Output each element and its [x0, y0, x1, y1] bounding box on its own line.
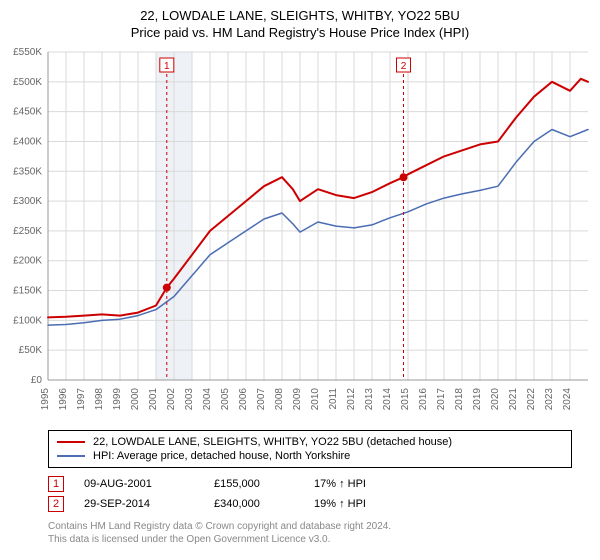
- svg-text:1: 1: [164, 61, 170, 72]
- svg-text:1996: 1996: [58, 388, 69, 411]
- svg-text:2012: 2012: [346, 388, 357, 411]
- svg-text:2006: 2006: [238, 388, 249, 411]
- address-title: 22, LOWDALE LANE, SLEIGHTS, WHITBY, YO22…: [10, 8, 590, 23]
- svg-text:2003: 2003: [184, 388, 195, 411]
- svg-text:£450K: £450K: [13, 107, 42, 118]
- svg-text:£0: £0: [31, 375, 43, 386]
- svg-text:2016: 2016: [418, 388, 429, 411]
- svg-text:2020: 2020: [490, 388, 501, 411]
- svg-text:2013: 2013: [364, 388, 375, 411]
- sales-table: 1 09-AUG-2001 £155,000 17% ↑ HPI 2 29-SE…: [48, 474, 572, 514]
- sale-pct-1: 17% ↑ HPI: [314, 478, 394, 490]
- svg-text:2017: 2017: [436, 388, 447, 411]
- footer-attribution: Contains HM Land Registry data © Crown c…: [48, 520, 572, 546]
- sale-pct-2: 19% ↑ HPI: [314, 498, 394, 510]
- sale-row-1: 1 09-AUG-2001 £155,000 17% ↑ HPI: [48, 474, 572, 494]
- svg-text:1995: 1995: [40, 388, 51, 411]
- svg-text:£100K: £100K: [13, 315, 42, 326]
- svg-text:£500K: £500K: [13, 77, 42, 88]
- sale-price-2: £340,000: [214, 498, 294, 510]
- svg-text:2009: 2009: [292, 388, 303, 411]
- svg-text:£550K: £550K: [13, 47, 42, 58]
- svg-text:2005: 2005: [220, 388, 231, 411]
- svg-text:2011: 2011: [328, 388, 339, 410]
- legend-item-hpi: HPI: Average price, detached house, Nort…: [57, 449, 563, 463]
- svg-text:£400K: £400K: [13, 136, 42, 147]
- svg-text:2004: 2004: [202, 388, 213, 411]
- footer-line2: This data is licensed under the Open Gov…: [48, 533, 572, 546]
- svg-text:2001: 2001: [148, 388, 159, 411]
- svg-text:2022: 2022: [526, 388, 537, 411]
- legend-label-property: 22, LOWDALE LANE, SLEIGHTS, WHITBY, YO22…: [93, 436, 452, 448]
- svg-text:2014: 2014: [382, 388, 393, 411]
- svg-text:2010: 2010: [310, 388, 321, 411]
- svg-text:2007: 2007: [256, 388, 267, 411]
- svg-text:2021: 2021: [508, 388, 519, 411]
- svg-text:£250K: £250K: [13, 226, 42, 237]
- svg-text:£200K: £200K: [13, 256, 42, 267]
- svg-text:2018: 2018: [454, 388, 465, 411]
- sale-marker-badge-2: 2: [48, 496, 64, 512]
- subtitle: Price paid vs. HM Land Registry's House …: [10, 25, 590, 40]
- sale-marker-badge-1: 1: [48, 476, 64, 492]
- svg-text:2000: 2000: [130, 388, 141, 411]
- legend-item-property: 22, LOWDALE LANE, SLEIGHTS, WHITBY, YO22…: [57, 435, 563, 449]
- svg-text:1999: 1999: [112, 388, 123, 411]
- chart-svg: £0 £50K £100K £150K £200K £250K £300K £350K £400…: [0, 44, 600, 424]
- svg-text:£350K: £350K: [13, 166, 42, 177]
- svg-text:£150K: £150K: [13, 286, 42, 297]
- svg-text:2: 2: [401, 61, 407, 72]
- legend: 22, LOWDALE LANE, SLEIGHTS, WHITBY, YO22…: [48, 430, 572, 468]
- svg-text:1997: 1997: [76, 388, 87, 411]
- svg-text:1998: 1998: [94, 388, 105, 411]
- chart-area: £0 £50K £100K £150K £200K £250K £300K £350K £400…: [0, 44, 600, 424]
- legend-label-hpi: HPI: Average price, detached house, Nort…: [93, 450, 350, 462]
- svg-text:2002: 2002: [166, 388, 177, 411]
- svg-text:£50K: £50K: [19, 345, 43, 356]
- svg-text:£300K: £300K: [13, 196, 42, 207]
- sale-date-2: 29-SEP-2014: [84, 498, 194, 510]
- sale-date-1: 09-AUG-2001: [84, 478, 194, 490]
- sale-price-1: £155,000: [214, 478, 294, 490]
- title-block: 22, LOWDALE LANE, SLEIGHTS, WHITBY, YO22…: [0, 0, 600, 44]
- svg-text:2008: 2008: [274, 388, 285, 411]
- svg-text:2015: 2015: [400, 388, 411, 411]
- legend-swatch-property: [57, 441, 85, 443]
- svg-text:2024: 2024: [562, 388, 573, 411]
- footer-line1: Contains HM Land Registry data © Crown c…: [48, 520, 572, 533]
- legend-swatch-hpi: [57, 455, 85, 457]
- chart-container: 22, LOWDALE LANE, SLEIGHTS, WHITBY, YO22…: [0, 0, 600, 546]
- svg-text:2023: 2023: [544, 388, 555, 411]
- svg-text:2019: 2019: [472, 388, 483, 411]
- sale-row-2: 2 29-SEP-2014 £340,000 19% ↑ HPI: [48, 494, 572, 514]
